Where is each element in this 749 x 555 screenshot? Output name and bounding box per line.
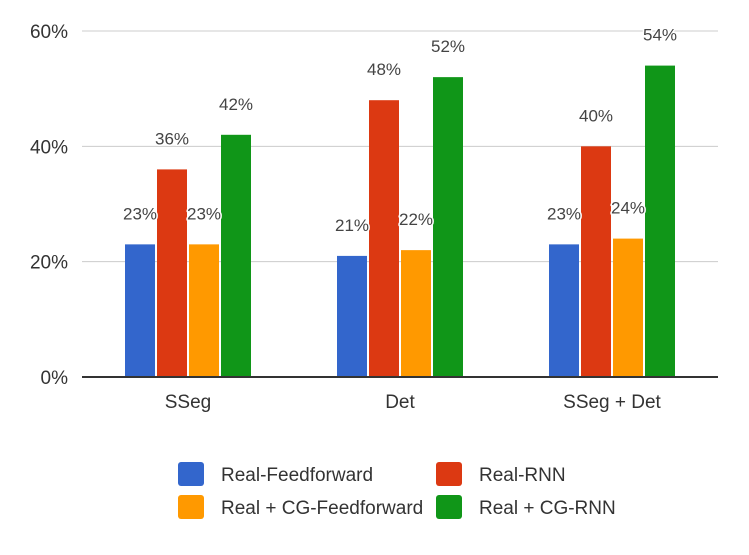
legend-swatch — [436, 462, 462, 486]
data-label: 24% — [611, 199, 645, 218]
y-tick-label: 40% — [30, 137, 68, 158]
legend: Real-Feedforward Real-RNN Real + CG-Feedfo… — [178, 462, 616, 519]
bar — [125, 244, 155, 377]
legend-label: Real + CG-RNN — [479, 498, 616, 519]
gridlines — [82, 30, 718, 263]
legend-item: Real + CG-RNN — [436, 495, 616, 519]
x-category-label: SSeg + Det — [563, 392, 661, 413]
y-tick-label: 20% — [30, 253, 68, 274]
data-label: 36% — [155, 129, 189, 148]
legend-label: Real-Feedforward — [221, 465, 373, 486]
bar — [645, 65, 675, 377]
y-tick-label: 60% — [30, 22, 68, 43]
x-axis-categories: SSeg Det SSeg + Det — [165, 392, 662, 413]
bar — [401, 250, 431, 377]
legend-swatch — [178, 495, 204, 519]
bar — [613, 238, 643, 377]
bar — [433, 77, 463, 377]
data-label: 54% — [643, 26, 677, 45]
legend-swatch — [436, 495, 462, 519]
x-category-label: SSeg — [165, 392, 211, 413]
y-axis-ticks: 0% 20% 40% 60% — [30, 22, 68, 389]
bar — [369, 100, 399, 377]
bar — [221, 134, 251, 377]
data-label: 21% — [335, 216, 369, 235]
data-label: 42% — [219, 95, 253, 114]
x-category-label: Det — [385, 392, 415, 413]
bars — [125, 65, 675, 377]
bar — [157, 169, 187, 377]
legend-label: Real + CG-Feedforward — [221, 498, 423, 519]
data-label: 52% — [431, 37, 465, 56]
data-label: 22% — [399, 210, 433, 229]
data-labels: 23% 36% 23% 42% 21% 48% 22% 52% 23% 40% 24% 54% — [121, 24, 678, 236]
data-label: 23% — [123, 204, 157, 223]
legend-item: Real-Feedforward — [178, 462, 373, 486]
bar — [581, 146, 611, 377]
data-label: 48% — [367, 60, 401, 79]
legend-label: Real-RNN — [479, 465, 566, 486]
data-label: 23% — [187, 204, 221, 223]
legend-item: Real-RNN — [436, 462, 566, 486]
data-label: 23% — [547, 204, 581, 223]
bar — [189, 244, 219, 377]
legend-swatch — [178, 462, 204, 486]
bar — [337, 255, 367, 377]
legend-item: Real + CG-Feedforward — [178, 495, 423, 519]
data-label: 40% — [579, 106, 613, 125]
bar — [549, 244, 579, 377]
y-tick-label: 0% — [41, 368, 69, 389]
